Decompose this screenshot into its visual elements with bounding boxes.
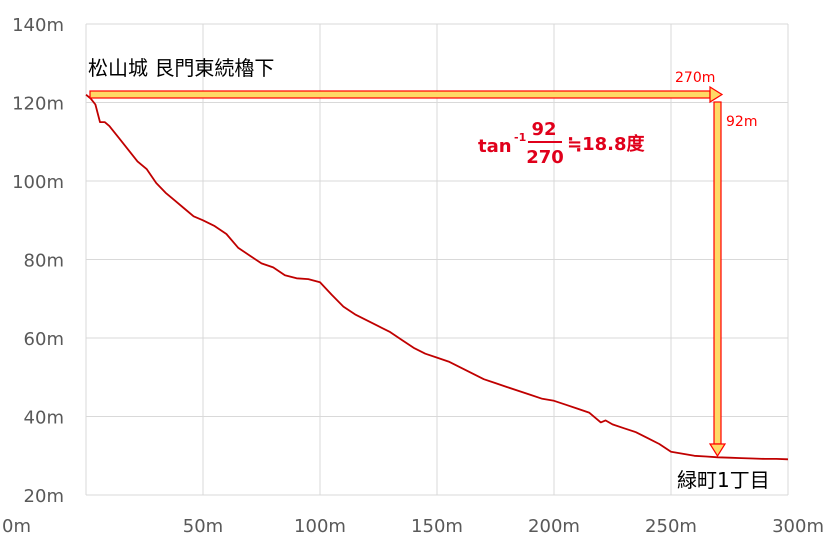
formula-exponent: -1 <box>514 131 526 144</box>
start-location-label: 松山城 艮門東続櫓下 <box>88 56 274 80</box>
horizontal-arrow-head <box>709 85 724 104</box>
x-tick-label: 250m <box>645 516 697 537</box>
horizontal-distance-arrow <box>89 85 724 104</box>
x-axis-ticks: 0m 50m 100m 150m 200m 250m 300m <box>2 516 824 537</box>
formula-tan: tan <box>478 136 512 157</box>
formula-denominator: 270 <box>526 147 564 168</box>
x-tick-label: 50m <box>183 516 223 537</box>
horizontal-arrow-shaft <box>89 90 711 99</box>
y-tick-label: 60m <box>24 329 64 350</box>
x-tick-label: 100m <box>294 516 346 537</box>
vertical-arrow-head <box>708 443 727 458</box>
angle-formula: tan -1 92 270 ≒18.8度 <box>478 119 645 168</box>
y-tick-label: 80m <box>24 251 64 272</box>
x-tick-label: 200m <box>528 516 580 537</box>
y-tick-label: 140m <box>12 15 64 36</box>
y-tick-label: 20m <box>24 486 64 507</box>
x-tick-label: 0m <box>2 516 31 537</box>
y-tick-label: 100m <box>12 172 64 193</box>
vertical-distance-arrow <box>708 101 727 458</box>
gridlines <box>85 23 789 496</box>
formula-numerator: 92 <box>531 119 556 140</box>
horizontal-distance-label: 270m <box>675 70 715 86</box>
vertical-distance-label: 92m <box>726 114 757 130</box>
x-tick-label: 300m <box>772 516 824 537</box>
y-axis-ticks: 20m 40m 60m 80m 100m 120m 140m <box>12 15 64 507</box>
series-group <box>85 94 789 461</box>
end-location-label: 緑町1丁目 <box>677 468 770 492</box>
x-tick-label: 150m <box>411 516 463 537</box>
formula-result: ≒18.8度 <box>567 133 645 155</box>
y-tick-label: 120m <box>12 94 64 115</box>
elevation-line <box>85 94 789 461</box>
vertical-arrow-shaft <box>713 101 722 445</box>
y-tick-label: 40m <box>24 408 64 429</box>
